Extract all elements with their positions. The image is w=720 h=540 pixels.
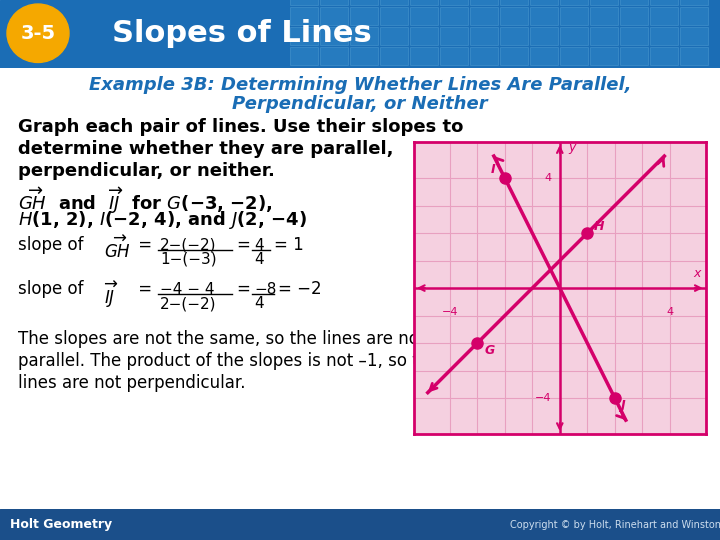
Bar [590,27,618,45]
Bar [560,48,588,65]
Text: $\overrightarrow{IJ}$: $\overrightarrow{IJ}$ [104,280,119,310]
Bar [350,27,378,45]
Text: Example 3B: Determining Whether Lines Are Parallel,: Example 3B: Determining Whether Lines Ar… [89,76,631,93]
Bar [590,0,618,5]
Text: y: y [568,140,575,153]
Bar [620,7,648,25]
Text: −4 − 4: −4 − 4 [160,282,215,297]
Bar [290,27,318,45]
Bar [590,48,618,65]
Text: lines are not perpendicular.: lines are not perpendicular. [18,374,246,393]
Bar [650,7,678,25]
Bar [350,0,378,5]
Bar [440,7,468,25]
Text: x: x [693,267,701,280]
Bar [530,0,558,5]
Text: 2−(−2): 2−(−2) [160,238,217,253]
Bar [650,48,678,65]
Ellipse shape [7,4,69,63]
Bar [440,0,468,5]
Text: = −2: = −2 [278,280,322,298]
Bar [680,27,708,45]
Bar [560,0,588,5]
Bar [290,7,318,25]
Text: Holt Geometry: Holt Geometry [10,518,112,531]
Bar [560,7,588,25]
Bar [560,27,588,45]
Text: 1−(−3): 1−(−3) [160,252,217,267]
Text: Slopes of Lines: Slopes of Lines [112,19,372,48]
Text: $\overrightarrow{GH}$  and  $\overrightarrow{IJ}$  for $G$(−3, −2),: $\overrightarrow{GH}$ and $\overrightarr… [18,185,273,216]
Bar [650,27,678,45]
Bar [410,27,438,45]
Text: −8: −8 [254,282,276,297]
Bar [440,48,468,65]
Text: slope of: slope of [18,280,89,298]
Bar [620,27,648,45]
Text: perpendicular, or neither.: perpendicular, or neither. [18,162,275,180]
Text: H: H [594,220,605,233]
Bar [680,0,708,5]
Text: parallel. The product of the slopes is not –1, so the: parallel. The product of the slopes is n… [18,352,439,370]
Text: I: I [491,163,495,176]
Text: G: G [484,344,495,357]
Text: Copyright © by Holt, Rinehart and Winston. All Rights Reserved.: Copyright © by Holt, Rinehart and Winsto… [510,520,720,530]
Bar [680,7,708,25]
Bar [530,48,558,65]
Bar [620,0,648,5]
Text: determine whether they are parallel,: determine whether they are parallel, [18,140,394,158]
Text: slope of: slope of [18,236,89,254]
Bar [470,48,498,65]
Bar [650,0,678,5]
Text: 4: 4 [254,252,264,267]
Bar [380,7,408,25]
Text: The slopes are not the same, so the lines are not: The slopes are not the same, so the line… [18,330,426,348]
Bar [500,0,528,5]
Text: Perpendicular, or Neither: Perpendicular, or Neither [232,94,488,112]
Bar [530,7,558,25]
Bar [680,48,708,65]
Bar [380,48,408,65]
Bar [380,27,408,45]
Bar [320,27,348,45]
Text: −4: −4 [535,393,552,403]
Bar [410,48,438,65]
Bar [290,0,318,5]
Bar [320,48,348,65]
Bar [380,0,408,5]
Text: =: = [236,236,250,254]
Bar [320,7,348,25]
Text: 3-5: 3-5 [20,24,55,43]
Bar [470,27,498,45]
Text: $\overrightarrow{GH}$: $\overrightarrow{GH}$ [104,236,131,262]
Text: −4: −4 [441,307,458,318]
Bar [320,0,348,5]
Bar [620,48,648,65]
Text: =: = [133,280,152,298]
Bar [500,7,528,25]
Text: 4: 4 [544,173,552,183]
Bar [350,48,378,65]
Bar [350,7,378,25]
Bar [410,7,438,25]
Text: J: J [621,399,625,412]
Text: 4: 4 [254,238,264,253]
Text: 4: 4 [254,296,264,311]
Text: 2−(−2): 2−(−2) [160,296,217,311]
Bar [470,7,498,25]
Bar [290,48,318,65]
Text: $H$(1, 2), $I$(−2, 4), and $J$(2, −4): $H$(1, 2), $I$(−2, 4), and $J$(2, −4) [18,209,307,231]
Text: Graph each pair of lines. Use their slopes to: Graph each pair of lines. Use their slop… [18,118,464,136]
Bar [500,48,528,65]
Bar [470,0,498,5]
Bar [500,27,528,45]
Bar [530,27,558,45]
Bar [410,0,438,5]
Text: =: = [236,280,250,298]
Text: =: = [133,236,152,254]
Text: = 1: = 1 [274,236,304,254]
Bar [440,27,468,45]
Bar [590,7,618,25]
Text: 4: 4 [666,307,673,318]
